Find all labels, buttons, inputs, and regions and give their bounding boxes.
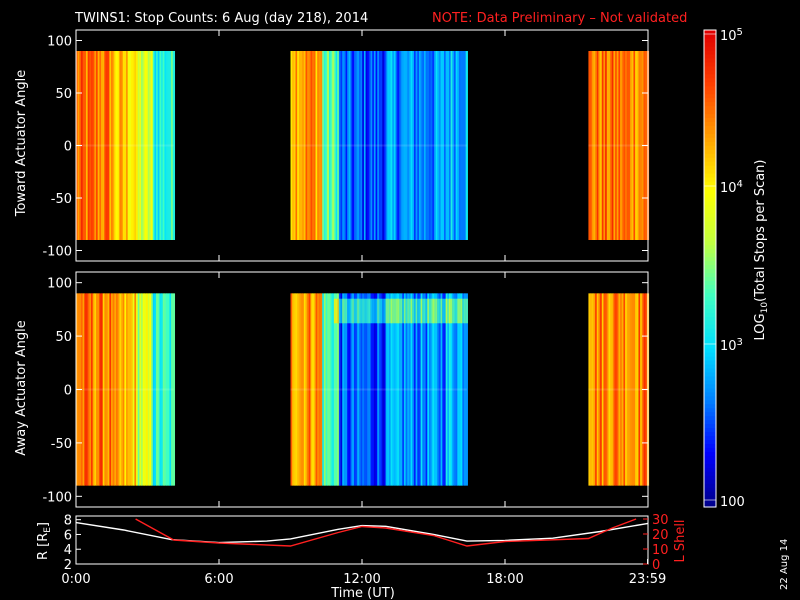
ytick-right-label: 30 [652, 513, 669, 528]
ytick-label: 0 [64, 140, 72, 155]
xtick-label: 23:59 [629, 572, 666, 587]
ytick-right-label: 0 [652, 558, 660, 573]
ytick-left-label: 4 [64, 543, 72, 558]
colorbar-tick-label: 100 [720, 495, 745, 510]
colorbar-tick-label: 104 [720, 179, 743, 196]
colorbar-tick-label: 103 [720, 337, 743, 354]
ytick-label: -50 [51, 437, 72, 452]
xtick-label: 0:00 [61, 572, 90, 587]
ytick-left-label: 6 [64, 528, 72, 543]
radius-ylabel: R [RE] [36, 522, 53, 560]
ytick-label: 0 [64, 384, 72, 399]
ytick-left-label: 2 [64, 558, 72, 573]
colorbar: 105 104 103 100 LOG10(Total Stops per Scan) [703, 27, 770, 510]
xtick-label: 18:00 [486, 572, 523, 587]
xtick-label: 6:00 [204, 572, 233, 587]
away-ylabel: Away Actuator Angle [14, 320, 29, 455]
ytick-left-label: 8 [64, 514, 72, 529]
xtick-label: 12:00 [343, 572, 380, 587]
ytick-label: 100 [47, 277, 72, 292]
ytick-label: -100 [42, 490, 72, 505]
preliminary-note: NOTE: Data Preliminary – Not validated [432, 11, 687, 26]
away-heatmap-panel: 100 50 0 -50 -100 [42, 271, 650, 508]
time-xlabel: Time (UT) [330, 586, 395, 600]
ytick-label: -100 [42, 245, 72, 260]
ytick-label: 50 [55, 87, 72, 102]
lshell-ylabel: L Shell [673, 519, 688, 562]
ytick-label: -50 [51, 192, 72, 207]
colorbar-tick-label: 105 [720, 27, 743, 44]
toward-ylabel: Toward Actuator Angle [14, 70, 29, 217]
chart-title: TWINS1: Stop Counts: 6 Aug (day 218), 20… [74, 11, 368, 26]
ytick-label: 50 [55, 330, 72, 345]
ytick-right-label: 20 [652, 528, 669, 543]
ytick-right-label: 10 [652, 543, 669, 558]
lshell-series-line [135, 518, 637, 547]
toward-heatmap-panel: 100 50 0 -50 -100 [42, 29, 650, 262]
colorbar-label: LOG10(Total Stops per Scan) [753, 160, 770, 341]
ytick-label: 100 [47, 35, 72, 50]
date-stamp: 22 Aug 14 [779, 539, 790, 590]
